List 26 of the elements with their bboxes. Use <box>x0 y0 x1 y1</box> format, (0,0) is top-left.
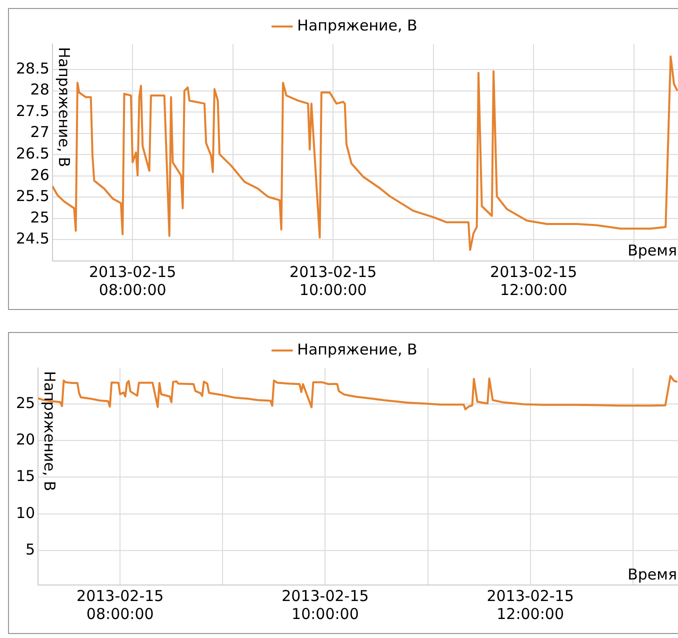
x-tick-label: 2013-02-15 08:00:00 <box>89 262 176 299</box>
y-axis-title: Напряжение, В <box>55 47 74 168</box>
x-tick-label: 2013-02-15 12:00:00 <box>490 262 578 299</box>
y-tick-label: 25 <box>16 394 36 412</box>
y-tick-label: 25 <box>30 208 50 226</box>
y-tick-label: 28.5 <box>16 59 50 78</box>
y-tick-label: 26.5 <box>16 144 50 163</box>
y-tick-label: 26 <box>30 166 50 184</box>
y-tick-label: 27 <box>30 123 50 142</box>
x-tick-label: 2013-02-15 12:00:00 <box>486 586 574 623</box>
y-tick-label: 15 <box>16 467 36 486</box>
y-tick-label: 24.5 <box>16 230 50 248</box>
y-tick-label: 10 <box>16 504 36 522</box>
x-axis-title: Время <box>628 241 677 260</box>
x-tick-label: 2013-02-15 08:00:00 <box>76 586 164 623</box>
x-tick-label: 2013-02-15 10:00:00 <box>290 262 377 299</box>
y-axis-title: Напряжение, В <box>40 371 59 492</box>
y-tick-label: 27.5 <box>16 102 50 120</box>
y-tick-label: 28 <box>30 80 50 99</box>
legend-label: Напряжение, В <box>297 340 418 358</box>
y-tick-label: 20 <box>16 430 36 448</box>
y-tick-label: 25.5 <box>16 187 50 206</box>
legend-label: Напряжение, В <box>297 16 418 34</box>
y-tick-label: 5 <box>26 540 36 558</box>
x-axis-title: Время <box>628 565 677 584</box>
x-tick-label: 2013-02-15 10:00:00 <box>282 586 369 623</box>
